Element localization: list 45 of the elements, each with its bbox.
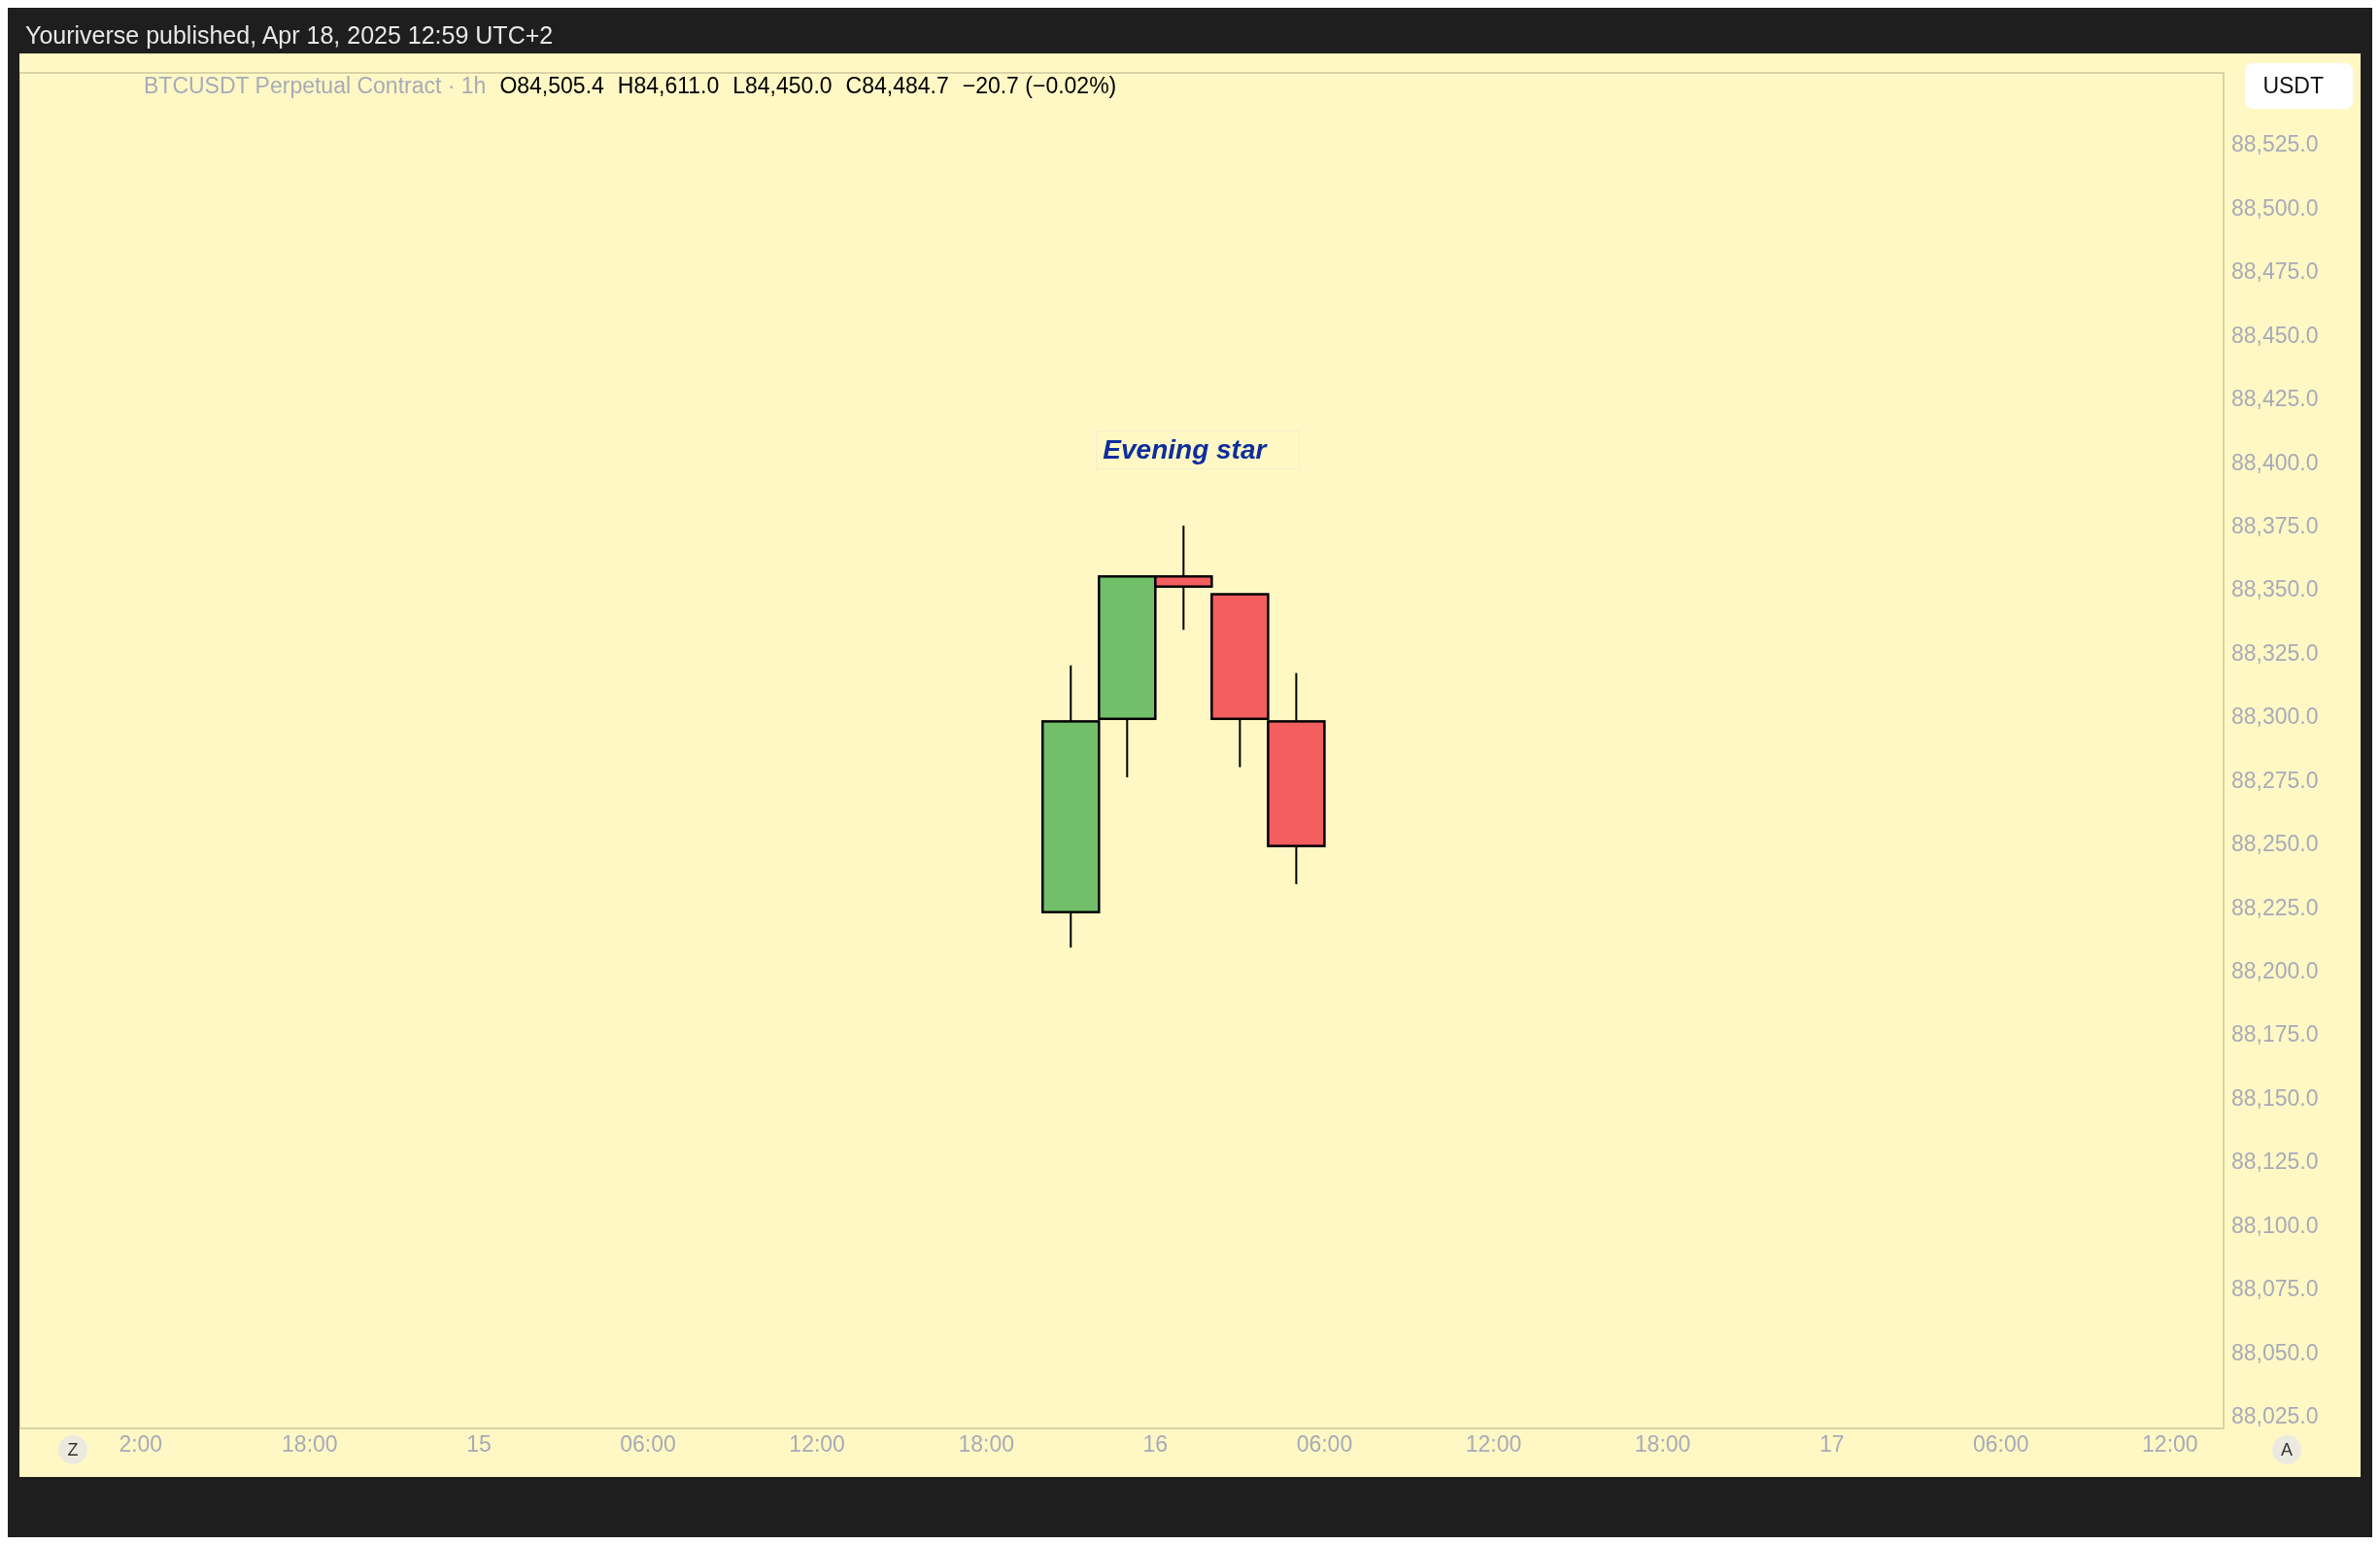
annotation: O84,505.4 bbox=[499, 73, 604, 99]
y-tick-label: 88,125.0 bbox=[2231, 1149, 2319, 1175]
y-tick-label: 88,075.0 bbox=[2231, 1276, 2319, 1302]
x-tick-label: 16 bbox=[1142, 1431, 1169, 1458]
y-tick-label: 88,150.0 bbox=[2231, 1084, 2319, 1111]
text: A bbox=[2272, 1435, 2301, 1464]
y-tick-label: 88,225.0 bbox=[2231, 894, 2319, 920]
y-tick-label: 88,525.0 bbox=[2231, 131, 2319, 157]
y-tick-label: 88,475.0 bbox=[2231, 258, 2319, 285]
y-tick-label: 88,175.0 bbox=[2231, 1021, 2319, 1047]
y-tick-label: 88,425.0 bbox=[2231, 386, 2319, 412]
x-tick-label: 17 bbox=[1819, 1431, 1845, 1458]
x-tick-label: 12:00 bbox=[2142, 1431, 2198, 1458]
x-tick-label: 18:00 bbox=[958, 1431, 1015, 1458]
annotation: L84,450.0 bbox=[732, 73, 833, 99]
y-tick-label: 88,500.0 bbox=[2231, 194, 2319, 221]
annotation: Evening star bbox=[1096, 429, 1301, 469]
y-tick-label: 88,275.0 bbox=[2231, 767, 2319, 793]
text: Youriverse published, Apr 18, 2025 12:59 UTC+2 bbox=[25, 21, 554, 50]
annotation: −20.7 (−0.02%) bbox=[962, 73, 1117, 99]
y-tick-label: 88,350.0 bbox=[2231, 576, 2319, 602]
y-tick-label: 88,250.0 bbox=[2231, 831, 2319, 857]
y-tick-label: 88,200.0 bbox=[2231, 958, 2319, 984]
y-tick-label: 88,025.0 bbox=[2231, 1403, 2319, 1429]
x-tick-label: 06:00 bbox=[1973, 1431, 2029, 1458]
annotation: H84,611.0 bbox=[617, 73, 720, 99]
x-tick-label: 12:00 bbox=[789, 1431, 845, 1458]
x-tick-label: 2:00 bbox=[119, 1431, 163, 1458]
x-tick-label: 15 bbox=[466, 1431, 492, 1458]
text: USDT bbox=[2245, 63, 2353, 109]
x-tick-label: 06:00 bbox=[1296, 1431, 1353, 1458]
y-tick-label: 88,400.0 bbox=[2231, 449, 2319, 475]
annotation: C84,484.7 bbox=[845, 73, 949, 99]
chart-title: BTCUSDT Perpetual Contract · 1h bbox=[144, 73, 487, 99]
y-tick-label: 88,375.0 bbox=[2231, 513, 2319, 539]
y-tick-label: 88,325.0 bbox=[2231, 639, 2319, 666]
y-tick-label: 88,050.0 bbox=[2231, 1339, 2319, 1365]
x-tick-label: 06:00 bbox=[620, 1431, 676, 1458]
x-tick-label: 12:00 bbox=[1465, 1431, 1522, 1458]
x-tick-label: 18:00 bbox=[1634, 1431, 1691, 1458]
x-tick-label: 18:00 bbox=[282, 1431, 338, 1458]
y-tick-label: 88,300.0 bbox=[2231, 704, 2319, 730]
y-tick-label: 88,450.0 bbox=[2231, 322, 2319, 348]
y-tick-label: 88,100.0 bbox=[2231, 1212, 2319, 1238]
text: Z bbox=[58, 1435, 87, 1464]
